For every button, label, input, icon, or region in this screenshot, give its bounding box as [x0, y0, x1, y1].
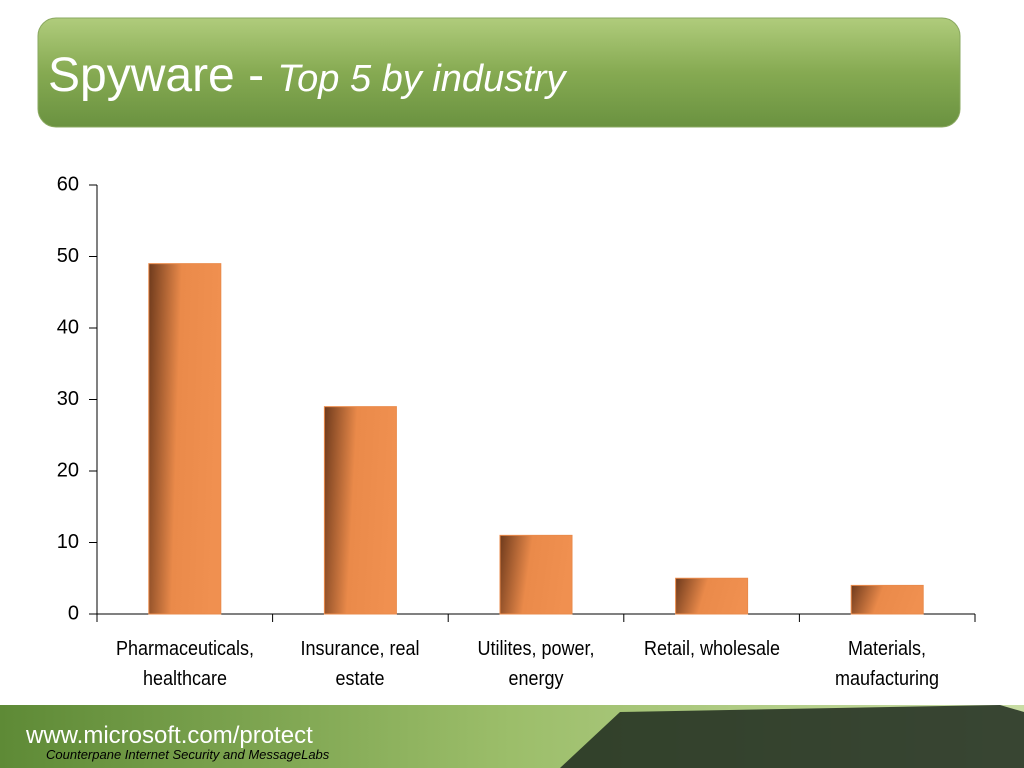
x-tick-label: Utilites, power, energy [477, 638, 595, 690]
keyboard [560, 705, 1024, 768]
y-tick-label: 60 [57, 173, 79, 195]
y-tick-label: 0 [68, 602, 79, 624]
footer-url: www.microsoft.com/protect [26, 722, 313, 749]
title: Spyware - Top 5 by industry [48, 48, 565, 103]
x-tick-label: Insurance, real estate [300, 638, 420, 690]
bar [499, 534, 573, 615]
y-tick-label: 30 [57, 388, 79, 410]
y-tick-label: 10 [57, 531, 79, 553]
y-tick-label: 20 [57, 459, 79, 481]
y-tick-label: 40 [57, 316, 79, 338]
bar [850, 584, 924, 615]
x-tick-label: Pharmaceuticals, healthcare [115, 638, 254, 690]
bar [323, 406, 397, 615]
x-tick-label: Materials, maufacturing [835, 638, 940, 690]
bar [675, 577, 749, 615]
bar [148, 263, 222, 615]
footer-source: Counterpane Internet Security and Messag… [46, 747, 330, 762]
y-tick-label: 50 [57, 245, 79, 267]
title-box [37, 17, 961, 128]
title-main: Spyware - [48, 49, 265, 102]
title-italic: Top 5 by industry [277, 58, 566, 100]
x-tick-label: Retail, wholesale [643, 638, 780, 660]
